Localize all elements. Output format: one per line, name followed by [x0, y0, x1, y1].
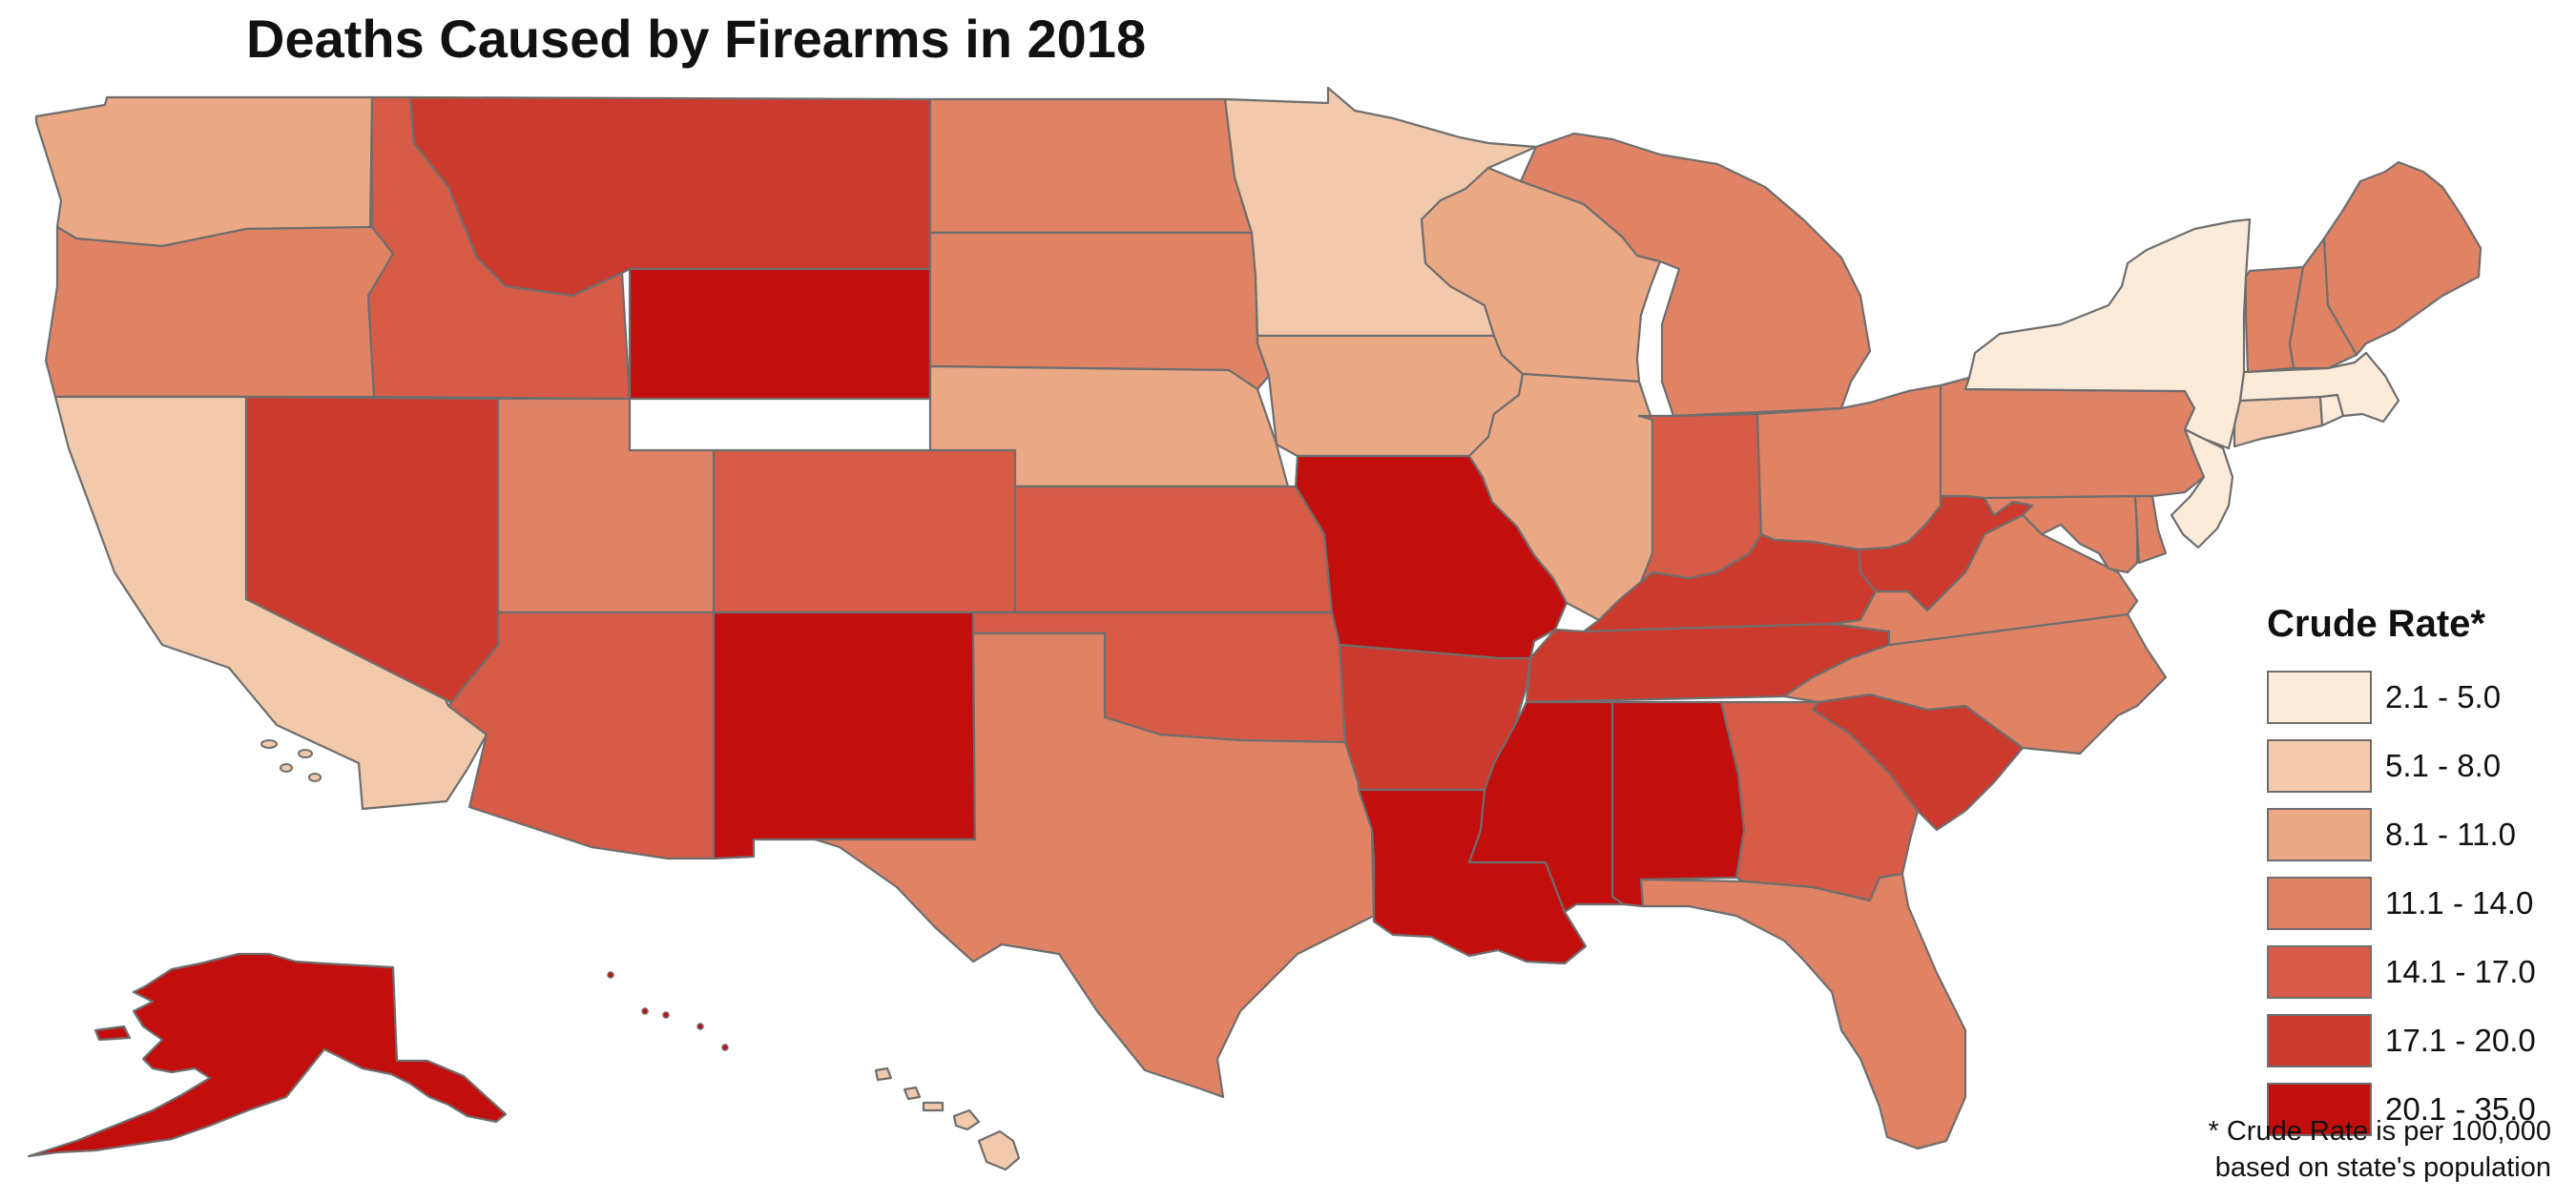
state-hawaii-oahu — [903, 1086, 922, 1101]
legend-row: 8.1 - 11.0 — [2261, 800, 2566, 869]
legend-swatch — [2267, 877, 2372, 930]
legend-swatch — [2267, 1083, 2372, 1136]
state-wisconsin — [1420, 166, 1662, 383]
state-south-dakota — [928, 231, 1271, 391]
state-michigan — [1519, 132, 1872, 418]
footnote: * Crude Rate is per 100,000 based on sta… — [2209, 1114, 2552, 1186]
legend-row: 14.1 - 17.0 — [2261, 938, 2566, 1006]
legend-label: 8.1 - 11.0 — [2385, 817, 2516, 852]
legend-row: 20.1 - 35.0 — [2261, 1075, 2566, 1144]
state-iowa — [1256, 334, 1525, 458]
state-hawaii-kauai — [874, 1066, 893, 1082]
legend: Crude Rate* 2.1 - 5.0 5.1 - 8.0 8.1 - 11… — [2261, 603, 2566, 1144]
footnote-line-1: * Crude Rate is per 100,000 — [2208, 1116, 2552, 1147]
state-texas — [813, 632, 1376, 1099]
state-new-jersey — [2170, 427, 2234, 549]
state-oregon — [44, 225, 395, 399]
legend-label: 17.1 - 20.0 — [2385, 1023, 2536, 1058]
legend-swatch — [2267, 945, 2372, 999]
map-title: Deaths Caused by Firearms in 2018 — [246, 9, 1147, 69]
state-utah — [496, 397, 716, 614]
state-wyoming — [628, 267, 932, 401]
state-connecticut — [2233, 395, 2324, 448]
legend-row: 11.1 - 14.0 — [2261, 869, 2566, 938]
legend-row: 5.1 - 8.0 — [2261, 732, 2566, 800]
legend-label: 5.1 - 8.0 — [2385, 748, 2502, 783]
hawaii-islands — [874, 1066, 1021, 1171]
state-washington — [34, 95, 374, 248]
state-florida — [1639, 872, 1967, 1150]
state-delaware — [2133, 494, 2168, 565]
state-hawaii — [977, 1129, 1021, 1171]
legend-swatch — [2267, 808, 2372, 861]
state-alaska — [27, 952, 508, 1158]
state-maine — [2322, 160, 2483, 357]
state-colorado — [712, 448, 1017, 614]
legend-title: Crude Rate* — [2267, 603, 2485, 645]
legend-swatch — [2267, 739, 2372, 793]
legend-row: 2.1 - 5.0 — [2261, 663, 2566, 732]
alaska-aleutian-islands — [607, 971, 729, 1051]
state-pennsylvania — [1939, 376, 2206, 500]
legend-label: 14.1 - 17.0 — [2385, 954, 2536, 989]
footnote-line-2: based on state's population — [2214, 1151, 2551, 1183]
state-alaska-island — [93, 1025, 132, 1042]
state-kansas — [1013, 485, 1334, 614]
legend-label: 11.1 - 14.0 — [2385, 885, 2534, 921]
legend-swatch — [2267, 671, 2372, 724]
legend-swatch — [2267, 1014, 2372, 1067]
state-north-carolina — [1782, 612, 2168, 756]
state-alabama — [1610, 700, 1746, 908]
state-hawaii-maui — [952, 1108, 981, 1131]
legend-label: 20.1 - 35.0 — [2385, 1091, 2536, 1127]
coastal-islands — [260, 739, 322, 782]
legend-label: 2.1 - 5.0 — [2385, 679, 2502, 714]
state-montana — [408, 95, 932, 298]
legend-row: 17.1 - 20.0 — [2261, 1006, 2566, 1075]
state-massachusetts — [2238, 351, 2400, 424]
state-north-dakota — [928, 97, 1254, 235]
state-new-mexico — [712, 611, 977, 860]
state-hawaii-molokai — [922, 1101, 945, 1112]
